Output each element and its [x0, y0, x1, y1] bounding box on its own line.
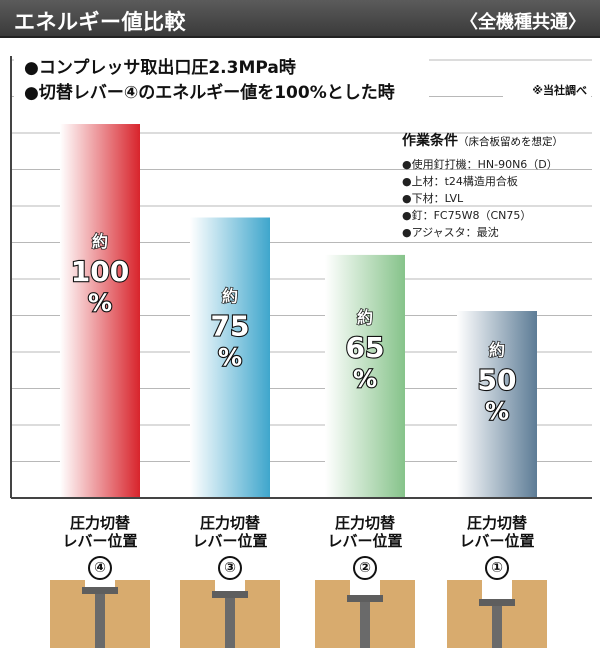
bar	[190, 217, 270, 498]
title-bar: エネルギー値比較 〈全機種共通〉	[0, 0, 600, 38]
nail-joint-diagram-3	[180, 580, 280, 648]
category-label-2: 圧力切替 レバー位置 ②	[305, 514, 425, 580]
bar	[325, 254, 405, 498]
conditions-panel: 作業条件（床合板留めを想定） ●使用釘打機：HN-90N6（D） ●上材：t24…	[402, 130, 582, 241]
bar-label-prefix: 約	[489, 341, 505, 360]
bar-label-unit: %	[218, 343, 242, 371]
bar-chart: 約 100% 約 75% 約 65% 約 50% ●コンプレッサ取出口圧2.3MPa時 ●切替…	[10, 48, 592, 499]
nail-shank	[95, 594, 105, 648]
bar-label-prefix: 約	[222, 286, 238, 305]
bar-label-prefix: 約	[357, 308, 373, 327]
category-line: 圧力切替	[199, 514, 260, 532]
lever-position-badge: ④	[88, 556, 112, 580]
bar	[457, 311, 537, 498]
nail-head	[82, 587, 118, 594]
conditions-heading: 作業条件	[402, 133, 458, 149]
nail-head	[347, 595, 383, 602]
category-label-4: 圧力切替 レバー位置 ④	[40, 514, 160, 580]
condition-item: ●アジャスタ：最沈	[402, 226, 499, 239]
nail-shank	[492, 606, 502, 648]
category-label-1: 圧力切替 レバー位置 ①	[437, 514, 557, 580]
nail-joint-diagram-4	[50, 580, 150, 648]
bar-value-label: 50	[478, 364, 517, 397]
condition-item: ●使用釘打機：HN-90N6（D）	[402, 158, 558, 171]
category-line: レバー位置	[459, 532, 535, 550]
condition-item: ●上材：t24構造用合板	[402, 175, 518, 188]
category-line: レバー位置	[327, 532, 403, 550]
bar-label-prefix: 約	[92, 232, 108, 251]
nail-joint-diagram-2	[315, 580, 415, 648]
category-line: 圧力切替	[334, 514, 395, 532]
category-line: 圧力切替	[69, 514, 130, 532]
category-line: レバー位置	[192, 532, 268, 550]
lever-position-badge: ①	[485, 556, 509, 580]
nail-shank	[360, 602, 370, 648]
note-baseline: ●切替レバー④のエネルギー値を100%とした時	[24, 82, 395, 103]
bar	[60, 124, 140, 498]
condition-item: ●下材：LVL	[402, 192, 464, 205]
chart-title: エネルギー値比較	[14, 10, 186, 34]
bar-label-unit: %	[485, 398, 509, 426]
nail-shank	[225, 598, 235, 648]
bar-label-unit: %	[353, 365, 377, 393]
bar-value-label: 100	[71, 255, 129, 288]
category-line: 圧力切替	[466, 514, 527, 532]
nail-joint-diagram-1	[447, 580, 547, 648]
category-line: レバー位置	[62, 532, 138, 550]
conditions-subtitle: （床合板留めを想定）	[458, 136, 563, 148]
note-pressure: ●コンプレッサ取出口圧2.3MPa時	[24, 57, 296, 78]
source-note: ※当社調べ	[532, 83, 587, 97]
bar-value-label: 65	[346, 331, 385, 364]
category-label-3: 圧力切替 レバー位置 ③	[170, 514, 290, 580]
lever-position-badge: ③	[218, 556, 242, 580]
condition-item: ●釘：FC75W8（CN75）	[402, 209, 532, 222]
conditions-title: 作業条件（床合板留めを想定）	[402, 130, 582, 150]
nail-head	[212, 591, 248, 598]
bar-value-label: 75	[211, 309, 250, 342]
lever-position-badge: ②	[353, 556, 377, 580]
bar-label-unit: %	[88, 289, 112, 317]
nail-head	[479, 599, 515, 606]
scope-label: 〈全機種共通〉	[460, 12, 586, 33]
